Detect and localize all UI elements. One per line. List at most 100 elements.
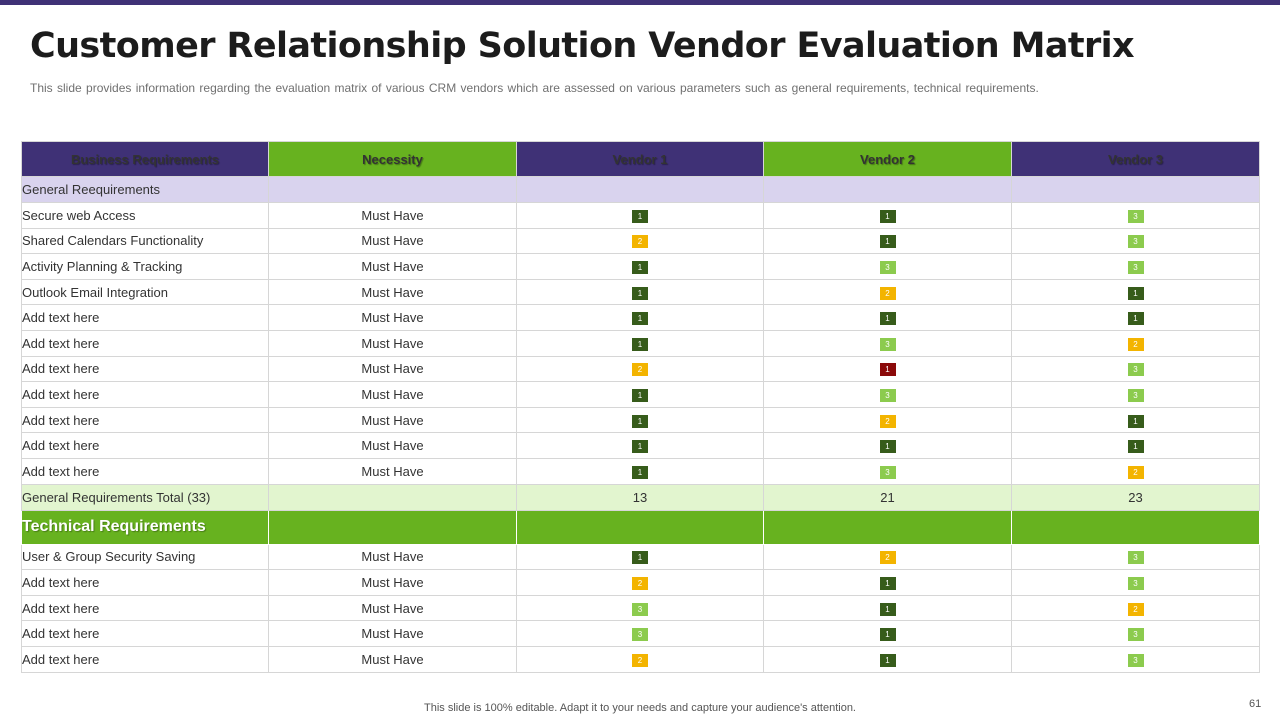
score-badge: 1 [879,653,896,667]
header-vendor-3: Vendor 3 [1011,141,1260,177]
section-cell [516,176,764,203]
vendor-1-score-cell: 3 [516,620,764,647]
header-vendor-1: Vendor 1 [516,141,764,177]
vendor-2-score-cell: 1 [763,432,1012,459]
vendor-1-score-cell: 1 [516,253,764,280]
vendor-1-total: 13 [516,483,764,511]
vendor-3-score-cell: 3 [1011,381,1260,408]
necessity-cell: Must Have [268,645,517,673]
score-badge: 1 [1127,312,1144,326]
table-row: Add text here Must Have 1 1 1 [21,432,1260,459]
score-badge: 1 [632,261,648,275]
table-row: Secure web Access Must Have 1 1 3 [21,202,1260,229]
table-row: Add text here Must Have 3 1 2 [21,594,1260,622]
vendor-3-score-cell: 1 [1011,304,1260,331]
section-cell [1011,176,1260,203]
section-cell [516,509,764,545]
vendor-3-score-cell: 1 [1011,278,1260,306]
general-total-label: General Requirements Total (33) [21,483,269,511]
score-badge: 3 [1127,388,1144,402]
vendor-3-score-cell: 3 [1011,569,1260,596]
necessity-cell: Must Have [268,406,517,434]
score-badge: 1 [879,576,896,590]
general-requirements-section: General Reequirements [21,176,1260,203]
score-badge: 1 [1127,286,1144,300]
vendor-1-score-cell: 2 [516,355,764,383]
vendor-evaluation-table: Business Requirements Necessity Vendor 1… [21,141,1260,673]
score-badge: 3 [1127,209,1144,223]
section-cell [763,509,1012,545]
requirement-label: Shared Calendars Functionality [21,227,269,255]
vendor-2-score-cell: 1 [763,355,1012,383]
table-row: Activity Planning & Tracking Must Have 1 3 3 [21,253,1260,280]
table-row: Add text here Must Have 1 3 2 [21,457,1260,485]
vendor-2-score-cell: 1 [763,227,1012,255]
score-badge: 3 [879,465,896,479]
necessity-cell: Must Have [268,569,517,596]
total-necessity-cell [268,483,517,511]
vendor-3-score-cell: 3 [1011,253,1260,280]
vendor-1-score-cell: 2 [516,569,764,596]
necessity-cell: Must Have [268,227,517,255]
score-badge: 1 [632,388,648,402]
header-vendor-2: Vendor 2 [763,141,1012,177]
score-badge: 1 [632,440,648,454]
vendor-1-score-cell: 3 [516,594,764,622]
score-badge: 1 [632,465,648,479]
requirement-label: Add text here [21,645,269,673]
vendor-1-score-cell: 2 [516,227,764,255]
score-badge: 1 [879,209,896,223]
vendor-3-total: 23 [1011,483,1260,511]
vendor-2-score-cell: 3 [763,457,1012,485]
score-badge: 1 [632,337,648,351]
score-badge: 3 [632,628,648,642]
section-cell [1011,509,1260,545]
vendor-3-score-cell: 2 [1011,594,1260,622]
table-row: Add text here Must Have 3 1 3 [21,620,1260,647]
score-badge: 3 [1127,235,1144,249]
score-badge: 2 [879,414,896,428]
score-badge: 3 [1127,576,1144,590]
section-cell [268,176,517,203]
header-business-requirements: Business Requirements [21,141,269,177]
score-badge: 2 [1127,602,1144,616]
requirement-label: Add text here [21,620,269,647]
score-badge: 3 [879,261,896,275]
score-badge: 2 [1127,337,1144,351]
score-badge: 3 [879,337,896,351]
requirement-label: Add text here [21,569,269,596]
vendor-1-score-cell: 1 [516,202,764,229]
score-badge: 1 [879,363,896,377]
score-badge: 3 [1127,363,1144,377]
technical-requirements-section: Technical Requirements [21,509,1260,545]
vendor-1-score-cell: 1 [516,304,764,331]
vendor-3-score-cell: 3 [1011,227,1260,255]
vendor-2-score-cell: 3 [763,329,1012,357]
vendor-2-score-cell: 3 [763,253,1012,280]
score-badge: 1 [879,235,896,249]
score-badge: 1 [1127,414,1144,428]
score-badge: 3 [632,602,648,616]
necessity-cell: Must Have [268,543,517,571]
vendor-2-score-cell: 3 [763,381,1012,408]
slide-title: Customer Relationship Solution Vendor Ev… [30,26,1135,66]
score-badge: 2 [1127,465,1144,479]
table-row: Add text here Must Have 1 1 1 [21,304,1260,331]
vendor-1-score-cell: 1 [516,278,764,306]
vendor-1-score-cell: 1 [516,543,764,571]
vendor-3-score-cell: 3 [1011,543,1260,571]
score-badge: 1 [632,414,648,428]
vendor-3-score-cell: 3 [1011,355,1260,383]
section-cell [268,509,517,545]
requirement-label: User & Group Security Saving [21,543,269,571]
score-badge: 2 [879,551,896,565]
table-row: Add text here Must Have 1 3 3 [21,381,1260,408]
slide-subtitle: This slide provides information regardin… [30,81,1039,95]
vendor-2-score-cell: 1 [763,645,1012,673]
requirement-label: Add text here [21,432,269,459]
vendor-3-score-cell: 1 [1011,432,1260,459]
table-row: Add text here Must Have 1 2 1 [21,406,1260,434]
score-badge: 1 [632,551,648,565]
requirement-label: Activity Planning & Tracking [21,253,269,280]
score-badge: 1 [1127,440,1144,454]
